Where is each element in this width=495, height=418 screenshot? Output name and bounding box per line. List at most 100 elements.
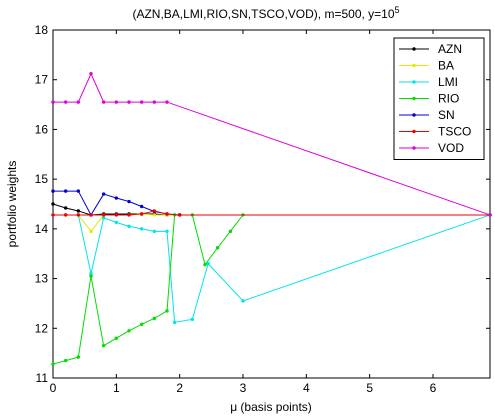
series-point-sn [51, 189, 55, 193]
legend-item-ba: BA [399, 59, 454, 73]
series-point-sn [114, 196, 119, 200]
series-point-sn [101, 192, 106, 196]
series-point-lmi [89, 271, 93, 276]
series-point-rio [127, 329, 131, 333]
legend-marker [412, 96, 416, 101]
series-point-azn [63, 206, 68, 210]
series-point-tsco [89, 213, 93, 217]
legend-label: VOD [438, 141, 464, 155]
series-point-rio [114, 336, 119, 340]
x-tick-label: 2 [176, 381, 183, 395]
series-point-lmi [172, 320, 177, 325]
series-vod [51, 72, 492, 217]
legend-marker [412, 113, 416, 117]
series-point-tsco [127, 213, 131, 217]
series-point-lmi [101, 216, 106, 220]
legend-marker [412, 146, 416, 150]
series-point-vod [139, 100, 144, 104]
legend-label: LMI [438, 75, 458, 89]
x-axis-label: μ (basis points) [230, 400, 312, 414]
series-point-tsco [76, 213, 81, 217]
series-point-tsco [177, 213, 182, 217]
y-axis-label: portfolio weights [5, 161, 19, 248]
legend-item-rio: RIO [399, 92, 459, 106]
series-point-rio [215, 246, 220, 250]
x-tick-label: 4 [303, 381, 310, 395]
x-tick-label: 0 [50, 381, 57, 395]
legend: AZN BA LMI RIO SN TSCO VOD [393, 37, 485, 160]
series-point-tsco [114, 213, 119, 217]
series-point-vod [51, 100, 55, 104]
series-rio [51, 213, 492, 366]
series-point-vod [488, 213, 492, 217]
series-point-rio [51, 362, 55, 366]
series-point-sn [63, 189, 68, 193]
series-point-rio [76, 355, 81, 359]
series-point-rio [228, 229, 233, 234]
legend-marker [412, 63, 416, 68]
legend-label: SN [438, 108, 455, 122]
x-tick-label: 1 [113, 381, 120, 395]
series-point-azn [76, 209, 81, 213]
series-point-vod [101, 100, 106, 104]
series-point-sn [127, 199, 131, 204]
series-point-tsco [139, 212, 144, 216]
series-point-tsco [63, 213, 68, 217]
series-point-vod [127, 100, 131, 104]
series-point-rio [101, 343, 106, 348]
legend-marker [412, 80, 416, 84]
y-tick-label: 16 [35, 122, 49, 136]
series-tsco [51, 209, 492, 217]
legend-item-vod: VOD [399, 141, 464, 155]
series-point-sn [76, 189, 81, 193]
series-point-vod [76, 100, 81, 104]
legend-label: TSCO [438, 125, 471, 139]
y-tick-label: 17 [35, 73, 49, 87]
series-point-vod [63, 100, 68, 104]
series-point-tsco [152, 209, 157, 213]
legend-item-tsco: TSCO [399, 125, 471, 139]
series-point-ba [89, 229, 93, 234]
series-point-vod [89, 72, 93, 76]
legend-item-lmi: LMI [399, 75, 458, 89]
legend-label: AZN [438, 42, 462, 56]
chart-title: (AZN,BA,LMI,RIO,SN,TSCO,VOD), m=500, y=1… [132, 5, 399, 21]
series-point-lmi [114, 220, 119, 225]
series-point-rio [63, 358, 68, 363]
series-point-lmi [206, 261, 210, 266]
y-tick-label: 11 [36, 371, 49, 385]
series-layer [51, 72, 492, 366]
y-tick-label: 12 [35, 321, 49, 335]
chart-title-main: (AZN,BA,LMI,RIO,SN,TSCO,VOD), m=500, y=1… [132, 7, 394, 21]
series-point-tsco [51, 213, 55, 217]
series-point-rio [139, 322, 144, 327]
series-point-rio [203, 262, 207, 267]
series-point-tsco [101, 213, 106, 217]
series-point-lmi [152, 229, 157, 234]
series-point-lmi [127, 224, 131, 229]
series-point-lmi [241, 299, 245, 303]
legend-item-sn: SN [399, 108, 455, 122]
y-tick-label: 18 [35, 23, 49, 37]
series-point-rio [165, 309, 169, 313]
y-tick-label: 15 [35, 172, 49, 186]
y-tick-label: 13 [35, 272, 49, 286]
series-point-vod [152, 100, 157, 104]
series-line-tsco [53, 210, 490, 216]
series-point-lmi [139, 227, 144, 231]
legend-marker [412, 47, 416, 51]
x-tick-label: 5 [366, 381, 373, 395]
series-point-ba [152, 213, 157, 217]
legend-marker [412, 129, 416, 134]
legend-label: RIO [438, 92, 459, 106]
series-point-vod [165, 100, 169, 104]
legend-item-azn: AZN [399, 42, 462, 56]
x-tick-label: 6 [430, 381, 437, 395]
series-point-lmi [165, 229, 169, 234]
chart-title-superscript: 5 [395, 5, 400, 15]
series-point-lmi [190, 317, 195, 322]
x-tick-label: 3 [240, 381, 247, 395]
y-tick-label: 14 [35, 222, 49, 236]
